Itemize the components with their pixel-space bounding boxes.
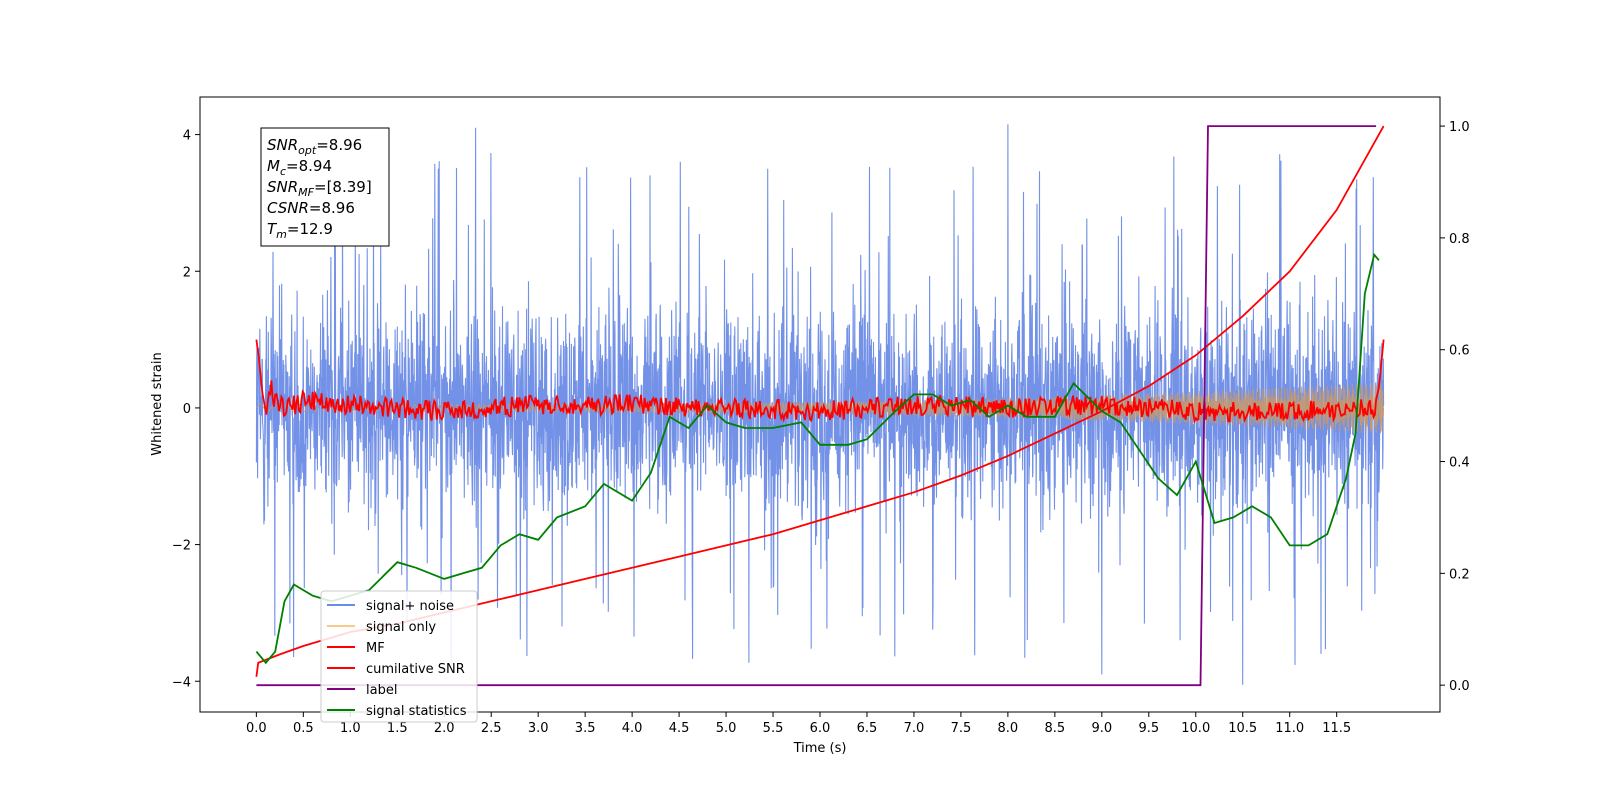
y-tick-label: 4 xyxy=(183,129,191,144)
right-y-axis-ticks: 0.0 0.2 0.4 0.6 0.8 1.0 xyxy=(1440,120,1470,694)
stats-line: Mc=8.94 xyxy=(267,157,332,178)
x-tick-label: 4.5 xyxy=(669,721,690,736)
x-tick-label: 0.0 xyxy=(246,721,267,736)
legend-entry: cumilative SNR xyxy=(366,662,465,677)
right-y-tick-label: 0.6 xyxy=(1449,344,1470,359)
x-tick-label: 2.0 xyxy=(434,721,455,736)
x-tick-label: 11.5 xyxy=(1322,721,1351,736)
x-tick-label: 7.5 xyxy=(951,721,972,736)
x-tick-label: 11.0 xyxy=(1275,721,1304,736)
axes-frame xyxy=(199,96,1441,713)
stats-line: Tm=12.9 xyxy=(267,220,333,241)
right-y-tick-label: 0.2 xyxy=(1449,567,1470,582)
x-tick-label: 5.5 xyxy=(763,721,784,736)
right-y-tick-label: 0.8 xyxy=(1449,232,1470,247)
series-mf xyxy=(255,339,1385,425)
x-tick-label: 8.0 xyxy=(998,721,1019,736)
x-tick-label: 9.5 xyxy=(1138,721,1159,736)
x-tick-label: 10.0 xyxy=(1181,721,1210,736)
legend-entry: label xyxy=(366,683,397,698)
y-tick-label: −4 xyxy=(172,675,191,690)
x-tick-label: 6.0 xyxy=(810,721,831,736)
x-tick-label: 6.5 xyxy=(857,721,878,736)
right-y-tick-label: 0.0 xyxy=(1449,679,1470,694)
x-tick-label: 1.0 xyxy=(340,721,361,736)
legend-entry: signal+ noise xyxy=(366,599,454,614)
stats-line: SNRMF=[8.39] xyxy=(267,178,372,199)
x-tick-label: 5.0 xyxy=(716,721,737,736)
x-tick-label: 2.5 xyxy=(481,721,502,736)
x-axis-label: Time (s) xyxy=(793,741,847,756)
x-tick-label: 3.5 xyxy=(575,721,596,736)
series-signal-statistics xyxy=(255,252,1380,665)
x-tick-label: 7.0 xyxy=(904,721,925,736)
legend-frame xyxy=(320,590,478,723)
right-y-tick-label: 1.0 xyxy=(1449,120,1470,135)
series-label xyxy=(256,125,1377,687)
y-tick-label: 0 xyxy=(183,402,191,417)
x-tick-label: 10.5 xyxy=(1228,721,1257,736)
x-tick-label: 8.5 xyxy=(1045,721,1066,736)
x-tick-label: 0.5 xyxy=(293,721,314,736)
y-axis-label: Whitened strain xyxy=(150,352,165,455)
y-axis-ticks: −4 −2 0 2 4 xyxy=(172,129,200,690)
y-tick-label: −2 xyxy=(172,539,191,554)
legend: signal+ noise signal only MF cumilative SNR… xyxy=(320,590,478,723)
x-tick-label: 1.5 xyxy=(387,721,408,736)
x-tick-label: 4.0 xyxy=(622,721,643,736)
stats-line: CSNR=8.96 xyxy=(267,199,355,217)
x-tick-label: 3.0 xyxy=(528,721,549,736)
legend-entry: MF xyxy=(366,641,385,656)
legend-entry: signal statistics xyxy=(366,704,467,719)
stats-box-frame xyxy=(260,127,390,247)
y-tick-label: 2 xyxy=(183,265,191,280)
x-tick-label: 9.0 xyxy=(1091,721,1112,736)
right-y-tick-label: 0.4 xyxy=(1449,456,1470,471)
x-axis-ticks: 0.0 0.5 1.0 1.5 2.0 2.5 3.0 3.5 4.0 4.5 5.0 5.5 6.0 6… xyxy=(246,712,1351,736)
stats-line: SNRopt=8.96 xyxy=(267,136,362,157)
legend-entry: signal only xyxy=(366,620,436,635)
